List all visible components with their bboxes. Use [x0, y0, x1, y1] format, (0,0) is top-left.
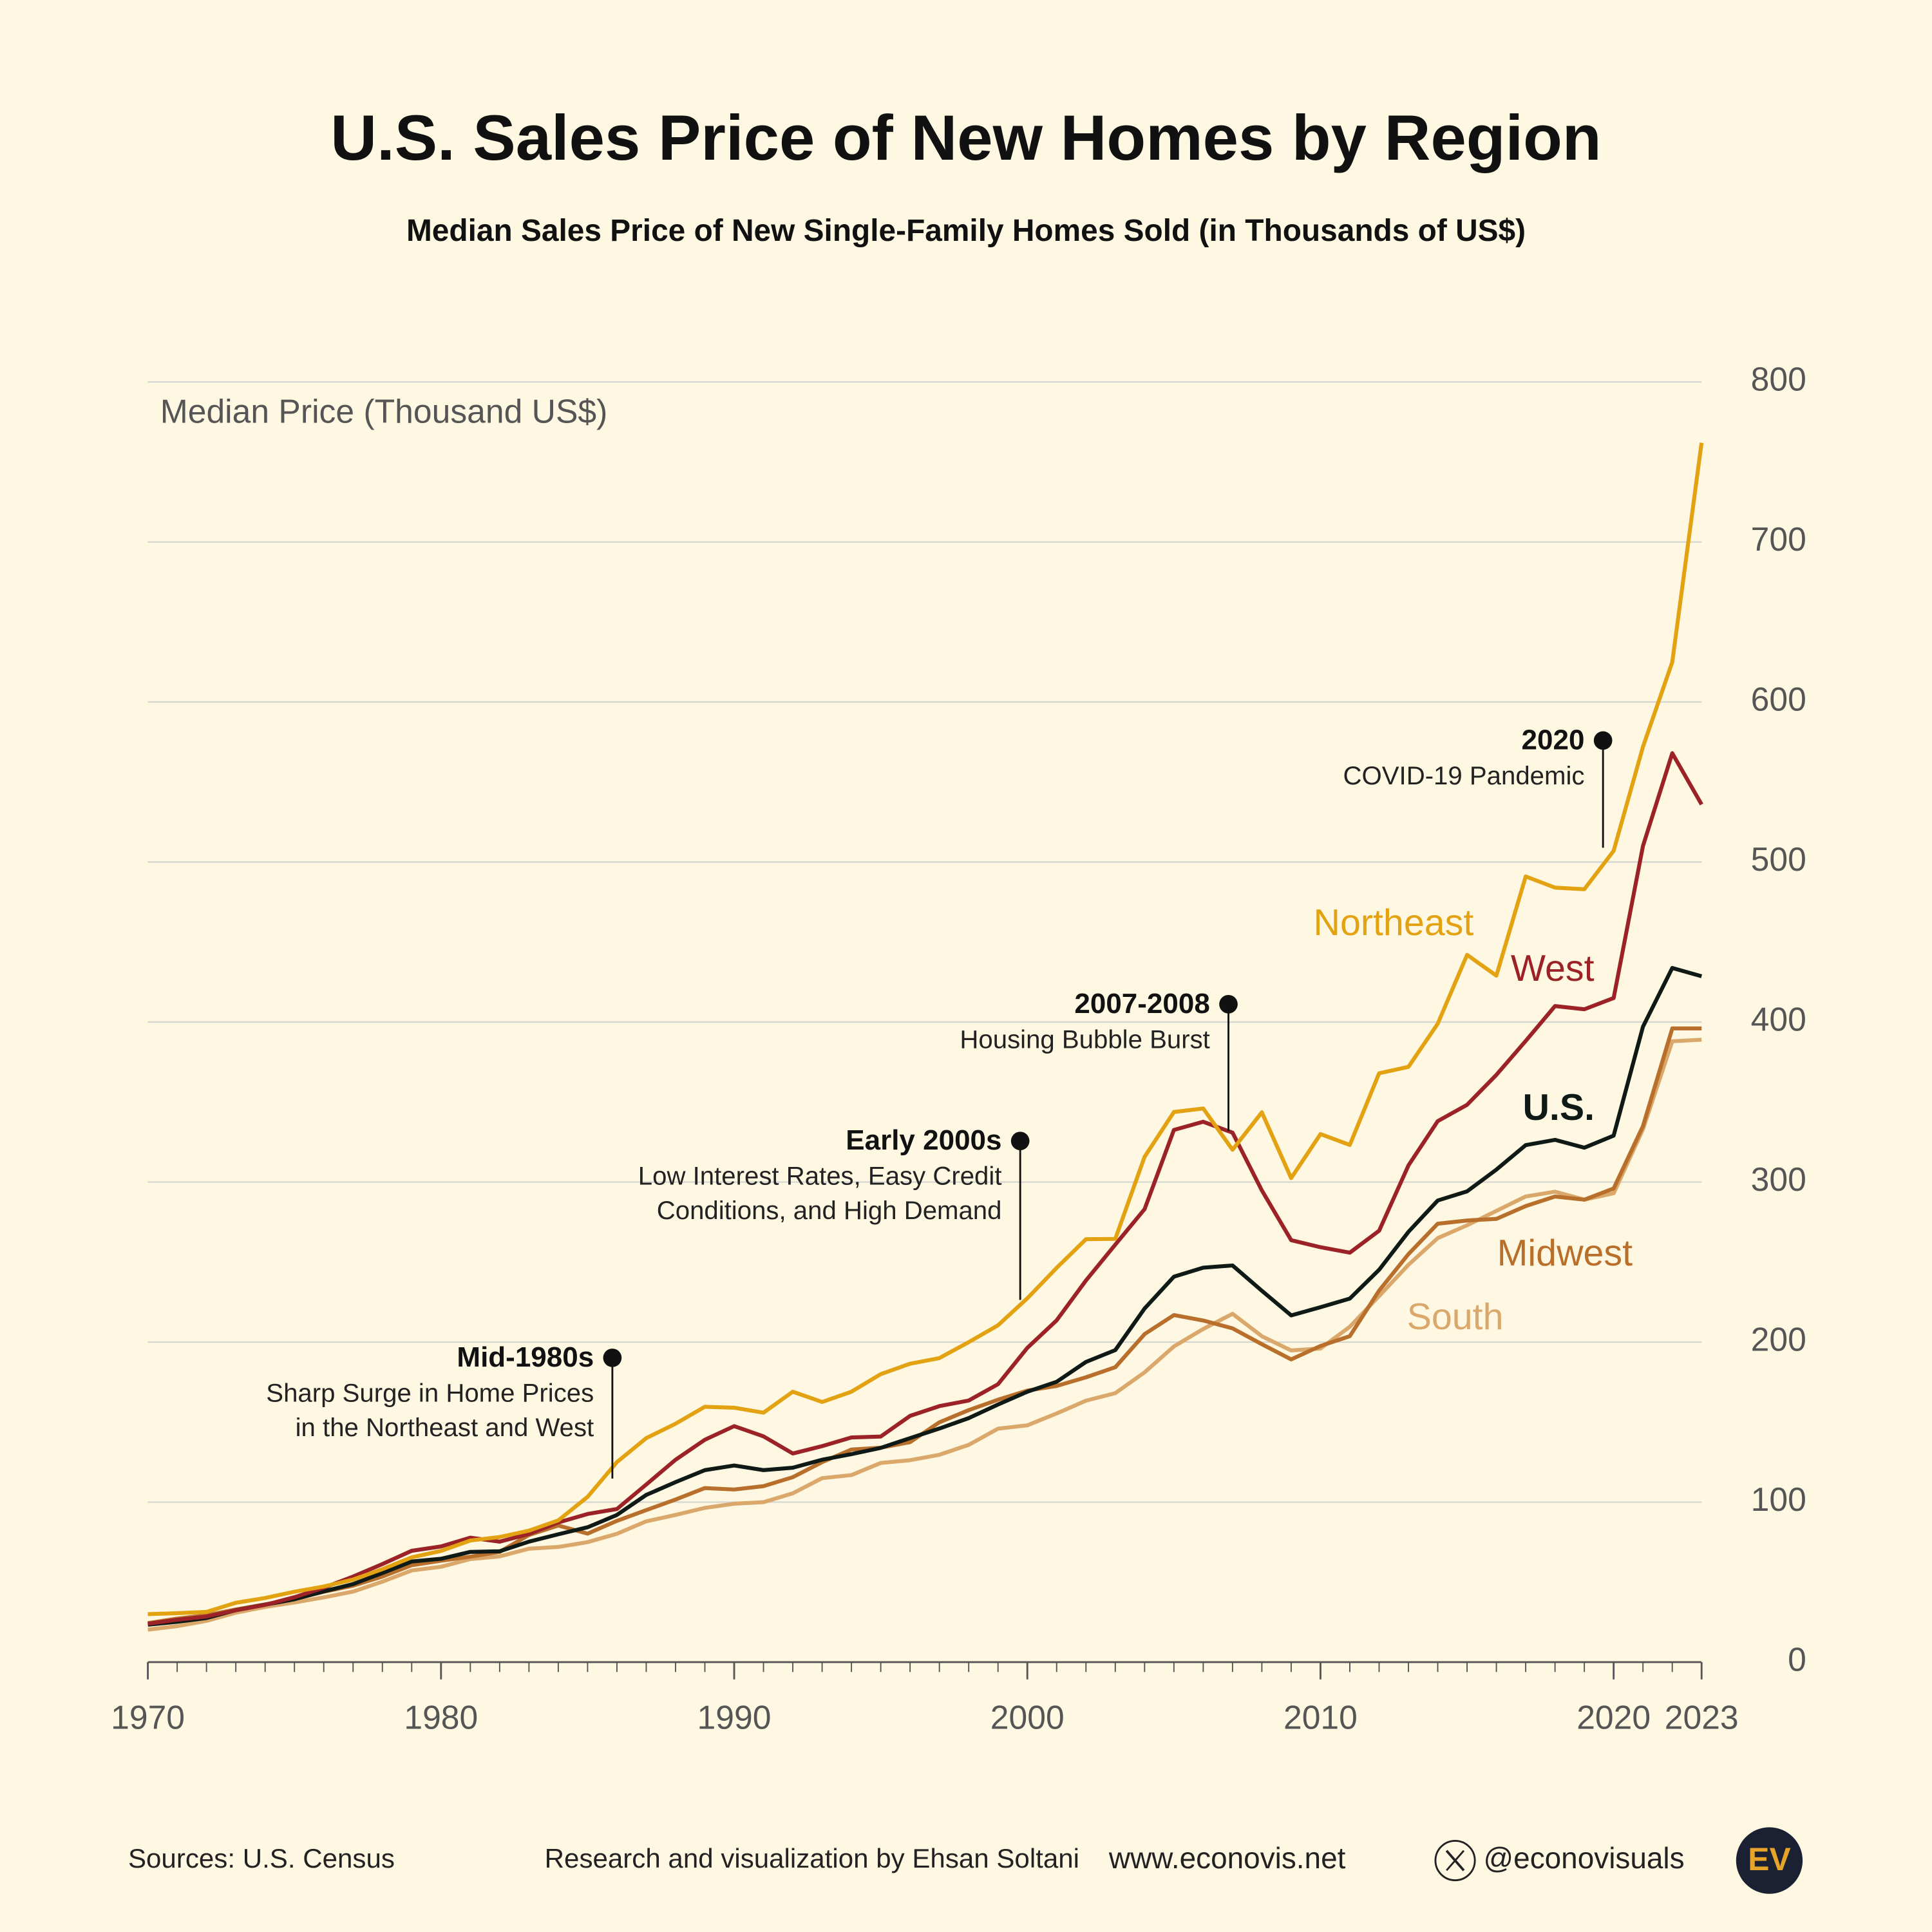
x-tick-label: 2000	[990, 1699, 1065, 1736]
annotation-title: 2007-2008	[1074, 988, 1209, 1019]
lines: South Midwest U.S. West Northeast	[147, 442, 1704, 1632]
x-tick-label: 1970	[111, 1699, 185, 1736]
annotation-text: Conditions, and High Demand	[657, 1196, 1002, 1225]
series-line	[147, 442, 1704, 1616]
annotation-title: 2020	[1522, 724, 1585, 755]
x-tick-label: 2020	[1577, 1699, 1651, 1736]
y-tick-label: 0	[1788, 1641, 1806, 1678]
y-axis-label: Median Price (Thousand US$)	[160, 392, 608, 430]
y-tick-label: 700	[1751, 520, 1806, 558]
annotation-text: in the Northeast and West	[296, 1413, 594, 1442]
x-tick-label: 1990	[697, 1699, 772, 1736]
annotation-text: COVID-19 Pandemic	[1343, 761, 1585, 790]
logo: EV	[1748, 1841, 1790, 1877]
series-label: Midwest	[1497, 1233, 1633, 1274]
series-line	[147, 966, 1703, 1627]
y-tick-label: 500	[1751, 840, 1806, 878]
series-label: South	[1407, 1296, 1504, 1338]
annotations: Mid-1980s Sharp Surge in Home Prices in th…	[266, 724, 1613, 1479]
y-tick-label: 200	[1751, 1321, 1806, 1358]
annotation-dot	[1010, 1132, 1030, 1151]
annotation-dot	[603, 1349, 622, 1367]
logo-circle	[1736, 1827, 1803, 1894]
series-line	[147, 751, 1703, 1626]
x-tick-label: 1980	[404, 1699, 478, 1736]
chart-title: U.S. Sales Price of New Homes by Region	[330, 102, 1601, 174]
grid: 0 100 200 300 400 500 600 700 800 1970 1980 1990 200…	[111, 361, 1806, 1736]
source: Sources: U.S. Census	[128, 1843, 395, 1873]
series-label: Northeast	[1314, 902, 1474, 943]
series-label: West	[1511, 948, 1595, 989]
chart-subtitle: Median Sales Price of New Single-Family …	[406, 214, 1526, 248]
y-tick-label: 800	[1751, 361, 1806, 398]
series-line	[147, 1037, 1702, 1632]
annotation-dot	[1219, 994, 1238, 1014]
annotation-title: Early 2000s	[846, 1124, 1001, 1156]
annotation-text: Housing Bubble Burst	[960, 1025, 1209, 1054]
credit: Research and visualization by Ehsan Solt…	[545, 1843, 1079, 1873]
y-tick-label: 400	[1751, 1001, 1806, 1038]
handle: @econovisuals	[1484, 1841, 1685, 1875]
x-icon	[1434, 1839, 1476, 1882]
y-tick-label: 300	[1751, 1160, 1806, 1198]
annotation-dot	[1593, 731, 1613, 750]
annotation-title: Mid-1980s	[457, 1341, 594, 1373]
annotation-text: Low Interest Rates, Easy Credit	[638, 1162, 1002, 1191]
annotation-text: Sharp Surge in Home Prices	[266, 1378, 594, 1407]
x-tick-label: 2023	[1665, 1699, 1739, 1736]
website: www.econovis.net	[1108, 1841, 1346, 1875]
y-tick-label: 100	[1751, 1481, 1806, 1518]
series-label: U.S.	[1522, 1087, 1595, 1128]
y-tick-label: 600	[1751, 681, 1806, 718]
x-tick-label: 2010	[1283, 1699, 1358, 1736]
